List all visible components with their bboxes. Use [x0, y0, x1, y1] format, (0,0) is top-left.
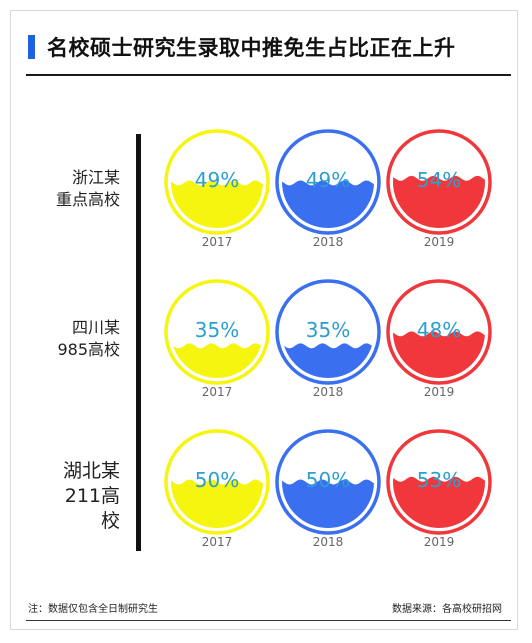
gauge-year-label-r2-2019: 2019 — [424, 385, 455, 399]
title-accent-bar — [28, 35, 35, 59]
footer-note: 注：数据仅包含全日制研究生 — [28, 604, 158, 615]
poster-frame — [10, 10, 518, 630]
gauge-value-label-r1-2018: 49% — [306, 168, 350, 192]
row-label-2-line1: 四川某 — [71, 318, 120, 337]
title-divider — [26, 74, 511, 76]
row-label-3: 湖北某 211高校 — [48, 459, 120, 534]
vertical-divider — [136, 134, 141, 551]
gauge-year-label-r3-2019: 2019 — [424, 535, 455, 549]
row-label-1-line1: 浙江某 — [71, 168, 120, 187]
gauge-year-label-r2-2018: 2018 — [313, 385, 344, 399]
footer-source: 数据来源：各高校研招网 — [392, 604, 502, 615]
row-label-2: 四川某 985高校 — [48, 317, 120, 361]
gauge-value-label-r2-2019: 48% — [417, 318, 461, 342]
gauge-year-label-r2-2017: 2017 — [202, 385, 233, 399]
chart-title: 名校硕士研究生录取中推免生占比正在上升 — [47, 36, 456, 60]
gauge-year-label-r1-2019: 2019 — [424, 235, 455, 249]
row-label-1: 浙江某 重点高校 — [48, 167, 120, 211]
gauge-year-label-r1-2017: 2017 — [202, 235, 233, 249]
row-label-2-line2: 985高校 — [57, 340, 120, 359]
row-label-1-line2: 重点高校 — [55, 190, 120, 209]
gauge-year-label-r3-2017: 2017 — [202, 535, 233, 549]
gauge-year-label-r1-2018: 2018 — [313, 235, 344, 249]
gauge-year-label-r3-2018: 2018 — [313, 535, 344, 549]
gauge-value-label-r2-2018: 35% — [306, 318, 350, 342]
gauge-value-label-r3-2018: 50% — [306, 468, 350, 492]
gauge-value-label-r2-2017: 35% — [195, 318, 239, 342]
gauge-value-label-r1-2019: 54% — [417, 168, 461, 192]
row-label-3-line1: 湖北某 — [62, 460, 120, 482]
footer-divider — [26, 620, 511, 621]
gauge-value-label-r3-2019: 53% — [417, 468, 461, 492]
gauge-value-label-r1-2017: 49% — [195, 168, 239, 192]
row-label-3-line2: 211高校 — [64, 485, 120, 532]
gauge-value-label-r3-2017: 50% — [195, 468, 239, 492]
title-bar: 名校硕士研究生录取中推免生占比正在上升 — [28, 32, 456, 62]
